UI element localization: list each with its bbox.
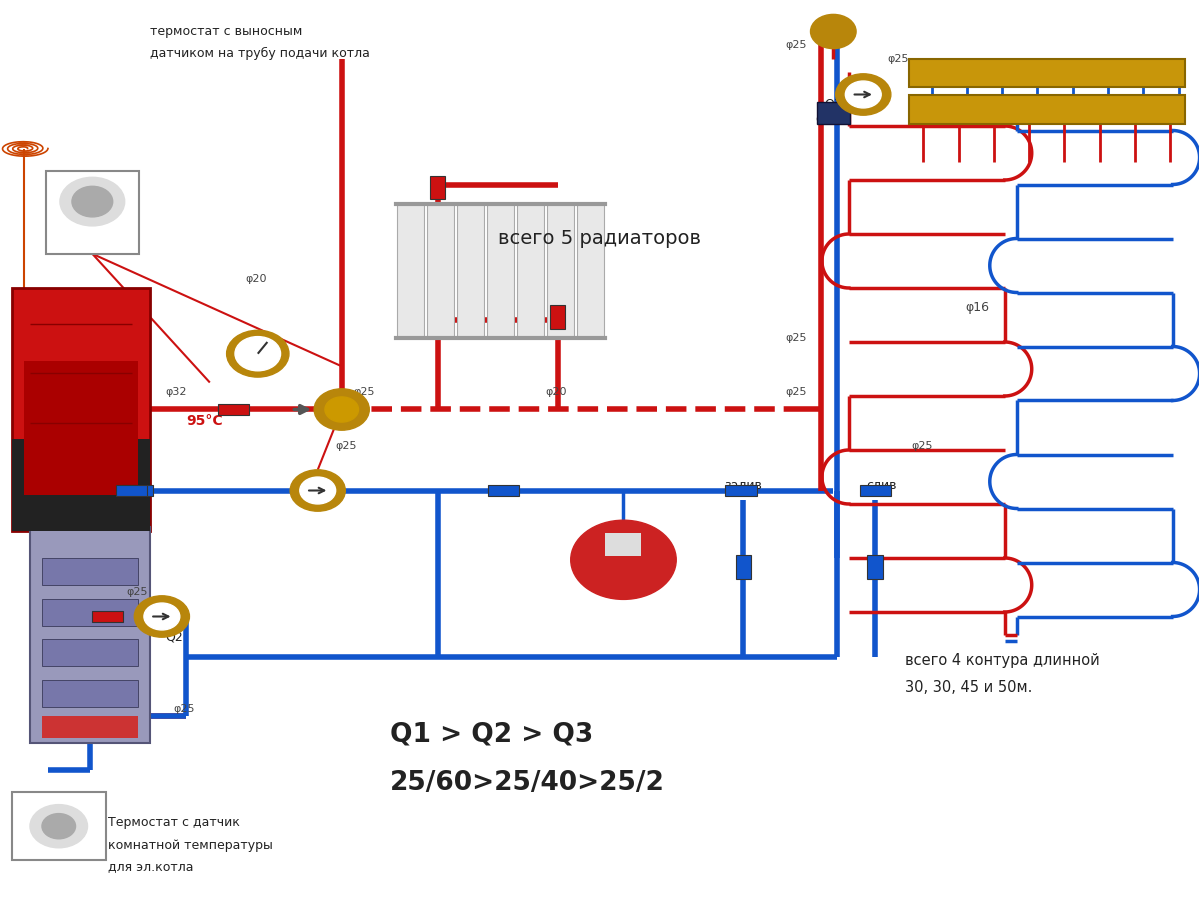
FancyBboxPatch shape xyxy=(116,484,147,497)
Text: φ25: φ25 xyxy=(911,441,933,451)
Text: термостат с выносным: термостат с выносным xyxy=(150,25,302,38)
Text: всего 4 контура длинной: всего 4 контура длинной xyxy=(905,652,1099,668)
FancyBboxPatch shape xyxy=(549,305,566,328)
FancyBboxPatch shape xyxy=(46,171,139,254)
FancyBboxPatch shape xyxy=(122,484,153,497)
Text: φ25: φ25 xyxy=(336,441,357,451)
FancyBboxPatch shape xyxy=(42,716,138,738)
Text: Термостат с датчик: Термостат с датчик xyxy=(108,816,240,829)
FancyBboxPatch shape xyxy=(487,204,514,338)
FancyBboxPatch shape xyxy=(909,58,1185,87)
Circle shape xyxy=(134,596,189,637)
Text: 25/60>25/40>25/2: 25/60>25/40>25/2 xyxy=(390,770,664,796)
Circle shape xyxy=(30,805,88,848)
FancyBboxPatch shape xyxy=(725,484,757,497)
Text: для эл.котла: для эл.котла xyxy=(108,860,193,873)
FancyBboxPatch shape xyxy=(517,204,544,338)
FancyBboxPatch shape xyxy=(12,792,106,860)
FancyBboxPatch shape xyxy=(218,403,249,415)
Circle shape xyxy=(290,470,345,511)
Circle shape xyxy=(325,397,359,422)
FancyBboxPatch shape xyxy=(24,362,138,495)
FancyBboxPatch shape xyxy=(457,204,484,338)
Circle shape xyxy=(72,186,113,217)
Circle shape xyxy=(227,330,289,377)
FancyBboxPatch shape xyxy=(12,288,150,531)
Text: Q1 > Q2 > Q3: Q1 > Q2 > Q3 xyxy=(390,722,594,748)
FancyBboxPatch shape xyxy=(577,204,604,338)
Text: слив: слив xyxy=(866,479,897,491)
Text: φ25: φ25 xyxy=(785,333,807,343)
FancyBboxPatch shape xyxy=(30,526,150,742)
Circle shape xyxy=(836,74,891,115)
FancyBboxPatch shape xyxy=(429,176,445,199)
Text: φ20: φ20 xyxy=(815,114,837,124)
FancyBboxPatch shape xyxy=(397,204,424,338)
Text: датчиком на трубу подачи котла: датчиком на трубу подачи котла xyxy=(150,47,369,60)
Circle shape xyxy=(60,177,125,226)
Circle shape xyxy=(235,337,281,371)
Text: Q3: Q3 xyxy=(825,97,842,110)
Circle shape xyxy=(314,389,369,430)
FancyBboxPatch shape xyxy=(605,533,641,556)
FancyBboxPatch shape xyxy=(860,484,891,497)
Text: φ25: φ25 xyxy=(126,587,147,597)
FancyBboxPatch shape xyxy=(817,102,850,124)
Text: Q1: Q1 xyxy=(312,482,329,495)
FancyBboxPatch shape xyxy=(735,555,751,579)
Circle shape xyxy=(811,14,856,49)
FancyBboxPatch shape xyxy=(427,204,454,338)
FancyBboxPatch shape xyxy=(909,95,1185,124)
Text: φ32: φ32 xyxy=(102,472,123,482)
Text: всего 5 радиаторов: всего 5 радиаторов xyxy=(498,230,700,248)
Text: Q2: Q2 xyxy=(165,630,182,643)
Text: φ25: φ25 xyxy=(354,387,375,397)
FancyBboxPatch shape xyxy=(42,598,138,625)
FancyBboxPatch shape xyxy=(12,438,150,531)
Circle shape xyxy=(571,520,676,599)
Text: 95°C: 95°C xyxy=(186,414,223,428)
FancyBboxPatch shape xyxy=(867,555,882,579)
Text: φ25: φ25 xyxy=(887,54,909,64)
Text: φ25: φ25 xyxy=(785,387,807,397)
Text: комнатной температуры: комнатной температуры xyxy=(108,839,273,851)
Text: залив: залив xyxy=(724,479,763,491)
FancyBboxPatch shape xyxy=(42,639,138,666)
FancyBboxPatch shape xyxy=(488,484,519,497)
Text: φ20: φ20 xyxy=(246,274,267,284)
FancyBboxPatch shape xyxy=(92,610,123,623)
Circle shape xyxy=(144,603,180,630)
Text: φ25: φ25 xyxy=(785,40,807,50)
FancyBboxPatch shape xyxy=(547,204,574,338)
Text: φ25: φ25 xyxy=(174,704,195,714)
Circle shape xyxy=(845,81,881,108)
FancyBboxPatch shape xyxy=(42,680,138,706)
Text: φ25: φ25 xyxy=(128,459,150,469)
Text: φ20: φ20 xyxy=(546,387,567,397)
FancyBboxPatch shape xyxy=(42,558,138,585)
Text: φ16: φ16 xyxy=(965,302,989,314)
Text: 30, 30, 45 и 50м.: 30, 30, 45 и 50м. xyxy=(905,680,1032,695)
Circle shape xyxy=(42,814,76,839)
Circle shape xyxy=(300,477,336,504)
Text: φ32: φ32 xyxy=(165,387,187,397)
